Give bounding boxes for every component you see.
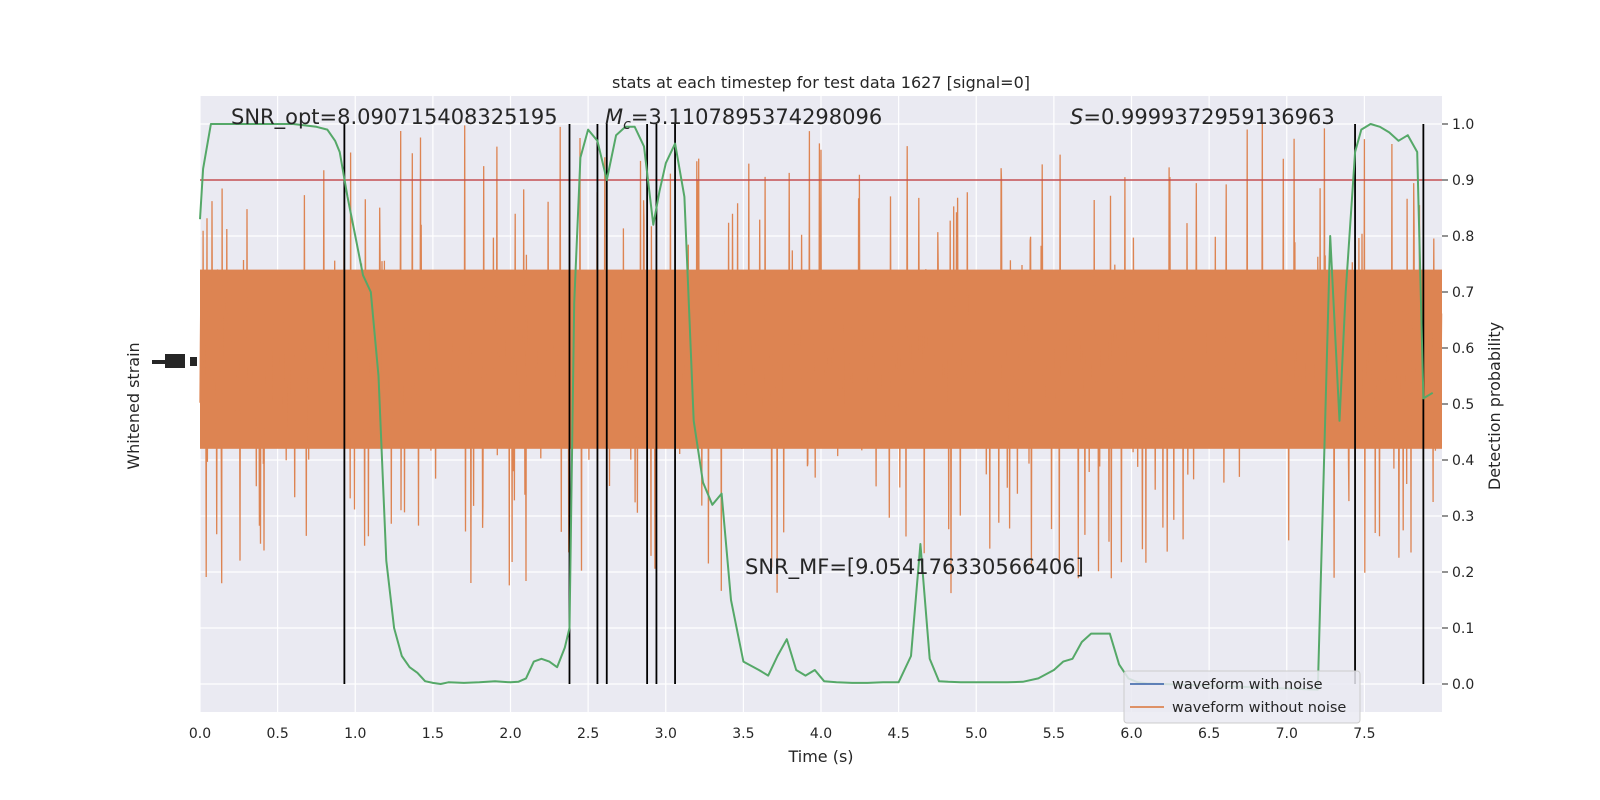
annotation-snr-opt: SNR_opt=8.090715408325195 (231, 105, 558, 130)
annotation-chirp-mass: Mc=3.1107895374298096 (605, 105, 882, 133)
annotation-s-value: S=0.9999372959136963 (1070, 105, 1335, 129)
x-tick-label: 2.5 (577, 726, 599, 742)
chart-title: stats at each timestep for test data 162… (612, 73, 1030, 92)
x-tick-label: 6.0 (1120, 726, 1142, 742)
x-tick-label: 5.0 (965, 726, 987, 742)
noise-band (199, 123, 1443, 594)
legend-label-without-noise: waveform without noise (1172, 700, 1346, 716)
y-axis-right-ticks: 0.0 0.1 0.2 0.3 0.4 0.5 0.6 0.7 0.8 0.9 1.0 (1442, 117, 1474, 693)
y-tick-label: 0.8 (1452, 229, 1474, 245)
x-axis-ticks: 0.0 0.5 1.0 1.5 2.0 2.5 3.0 3.5 4.0 4.5 5.0 5.5 6.0 6… (189, 726, 1376, 742)
y-axis-label-left: Whitened strain (124, 342, 143, 469)
y-tick-label: 0.0 (1452, 677, 1474, 693)
x-tick-label: 6.5 (1198, 726, 1220, 742)
detection-probability-series (199, 123, 1434, 691)
event-markers (343, 124, 1425, 684)
legend-label-with-noise: waveform with noise (1172, 677, 1323, 693)
x-tick-label: 1.5 (422, 726, 444, 742)
annotation-snr-mf: SNR_MF=[9.054176330566406] (745, 555, 1084, 580)
y-tick-label: 0.6 (1452, 341, 1474, 357)
x-tick-label: 0.0 (189, 726, 211, 742)
x-tick-label: 0.5 (266, 726, 288, 742)
y-tick-label: 0.2 (1452, 565, 1474, 581)
y-tick-label: 0.7 (1452, 285, 1474, 301)
y-tick-label: 0.3 (1452, 509, 1474, 525)
x-tick-label: 2.0 (499, 726, 521, 742)
y-tick-label: 1.0 (1452, 117, 1474, 133)
x-tick-label: 7.0 (1276, 726, 1298, 742)
x-tick-label: 3.0 (655, 726, 677, 742)
legend-box (1123, 670, 1361, 724)
noise-trace (199, 123, 1443, 594)
left-axis-overlapped-labels (152, 354, 197, 368)
x-tick-label: 1.0 (344, 726, 366, 742)
y-tick-label: 0.1 (1452, 621, 1474, 637)
x-tick-label: 4.5 (887, 726, 909, 742)
legend: waveform with noise waveform without noi… (1123, 670, 1361, 724)
x-tick-label: 5.5 (1043, 726, 1065, 742)
y-tick-label: 0.9 (1452, 173, 1474, 189)
x-axis-label: Time (s) (787, 747, 853, 766)
series-line (199, 123, 1434, 691)
x-tick-label: 7.5 (1353, 726, 1375, 742)
y-tick-label: 0.5 (1452, 397, 1474, 413)
y-tick-label: 0.4 (1452, 453, 1474, 469)
x-tick-label: 4.0 (810, 726, 832, 742)
y-axis-label-right: Detection probability (1485, 322, 1504, 490)
x-tick-label: 3.5 (732, 726, 754, 742)
